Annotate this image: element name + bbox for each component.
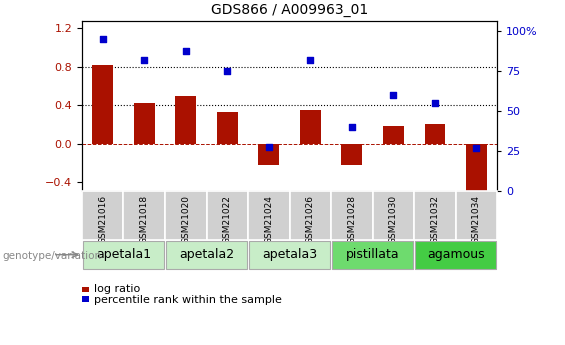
Bar xyxy=(300,110,321,144)
Text: GSM21032: GSM21032 xyxy=(431,195,440,244)
Bar xyxy=(82,191,123,240)
Text: GSM21034: GSM21034 xyxy=(472,195,481,244)
Title: GDS866 / A009963_01: GDS866 / A009963_01 xyxy=(211,3,368,17)
Bar xyxy=(341,144,362,165)
Bar xyxy=(217,112,238,144)
Point xyxy=(223,69,232,74)
Text: GSM21030: GSM21030 xyxy=(389,195,398,244)
Text: log ratio: log ratio xyxy=(94,284,140,294)
Text: pistillata: pistillata xyxy=(346,248,399,261)
Text: apetala3: apetala3 xyxy=(262,248,317,261)
Bar xyxy=(383,126,404,144)
Text: GSM21020: GSM21020 xyxy=(181,195,190,244)
Bar xyxy=(175,96,196,144)
Bar xyxy=(331,191,373,240)
Point xyxy=(472,146,481,151)
Text: apetala2: apetala2 xyxy=(179,248,234,261)
Bar xyxy=(289,191,331,240)
Bar xyxy=(249,241,331,269)
Text: GSM21018: GSM21018 xyxy=(140,195,149,244)
Text: GSM21028: GSM21028 xyxy=(347,195,357,244)
Bar xyxy=(414,191,455,240)
Bar xyxy=(134,103,155,144)
Point xyxy=(347,125,357,130)
Bar xyxy=(207,191,248,240)
Text: percentile rank within the sample: percentile rank within the sample xyxy=(94,295,282,305)
Bar xyxy=(248,191,289,240)
Text: GSM21026: GSM21026 xyxy=(306,195,315,244)
Text: agamous: agamous xyxy=(427,248,484,261)
Bar xyxy=(455,191,497,240)
Point xyxy=(431,101,440,106)
Bar xyxy=(258,144,279,165)
Bar xyxy=(166,241,247,269)
Bar xyxy=(123,191,165,240)
Bar xyxy=(165,191,207,240)
Bar xyxy=(424,124,445,144)
Point xyxy=(389,93,398,98)
Point xyxy=(306,57,315,63)
Bar xyxy=(373,191,414,240)
Bar xyxy=(415,241,497,269)
Text: apetala1: apetala1 xyxy=(96,248,151,261)
Text: genotype/variation: genotype/variation xyxy=(3,251,102,261)
Text: GSM21024: GSM21024 xyxy=(264,195,273,244)
Text: GSM21022: GSM21022 xyxy=(223,195,232,244)
Text: GSM21016: GSM21016 xyxy=(98,195,107,244)
Bar xyxy=(82,241,164,269)
Bar xyxy=(332,241,414,269)
Point xyxy=(181,48,190,53)
Point xyxy=(264,144,273,149)
Point xyxy=(140,57,149,63)
Bar xyxy=(466,144,487,196)
Bar xyxy=(92,65,113,144)
Point xyxy=(98,37,107,42)
